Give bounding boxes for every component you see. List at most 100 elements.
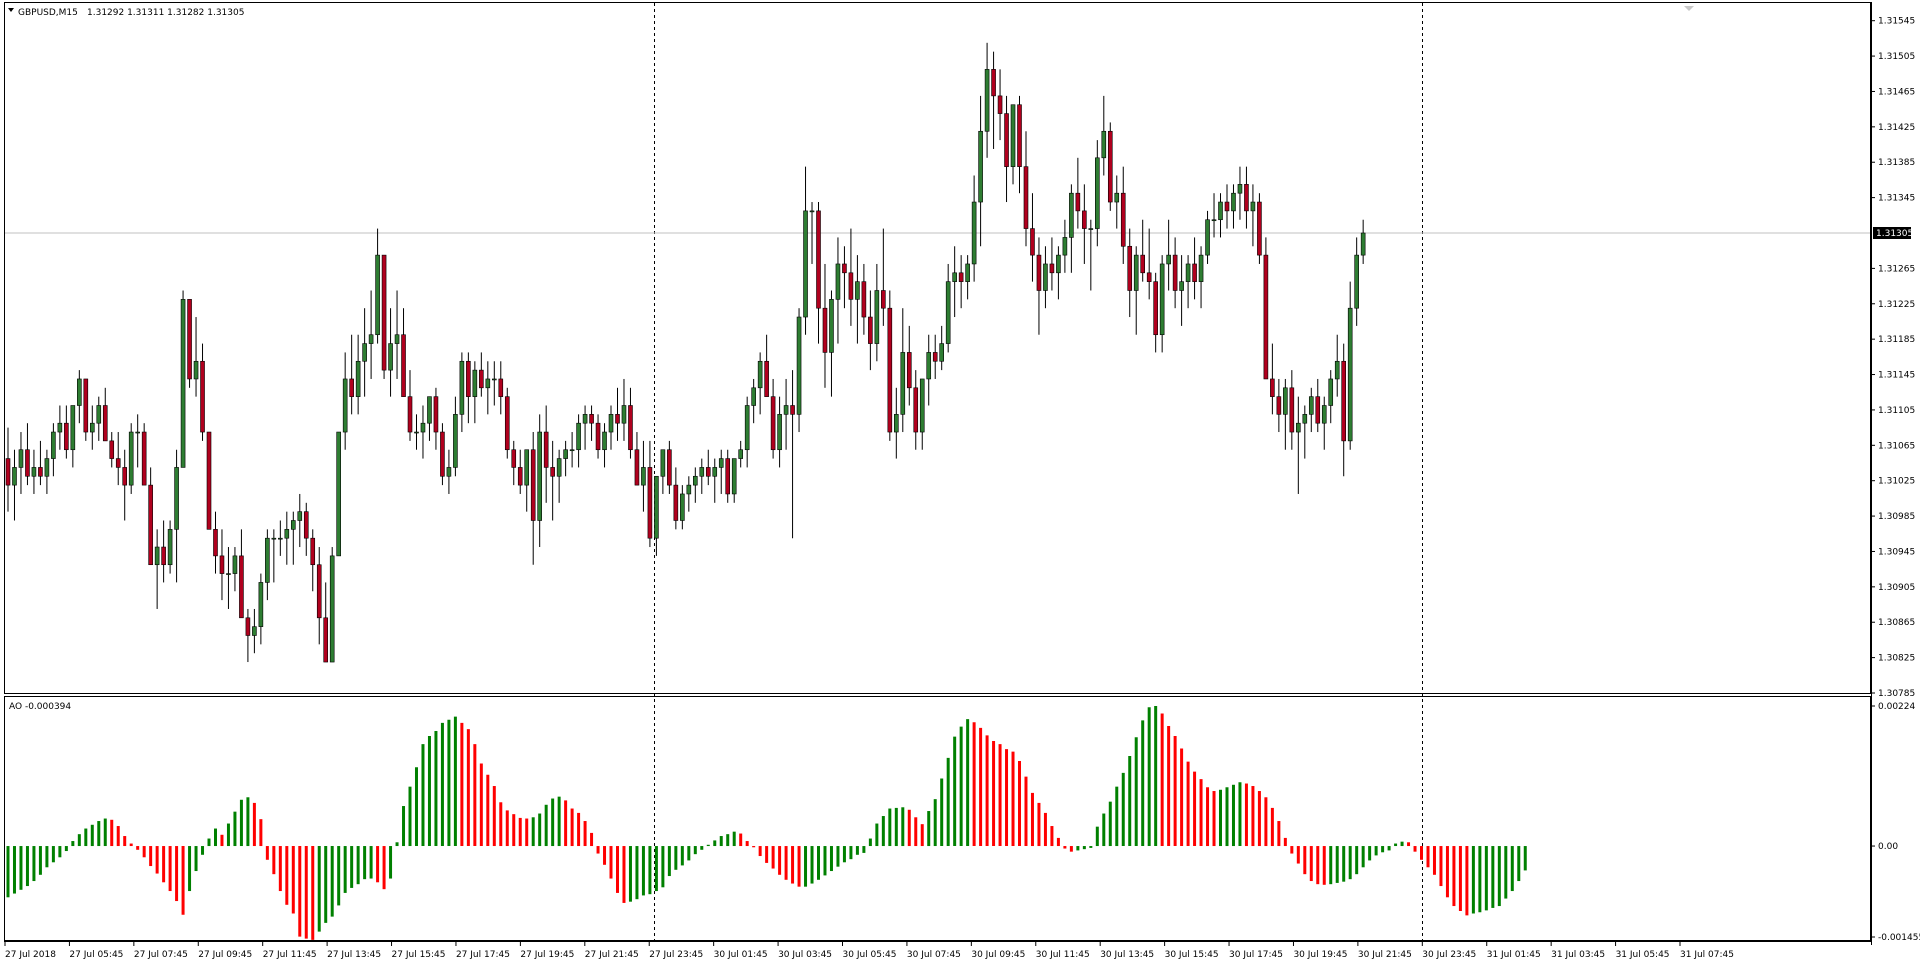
candle bbox=[1133, 246, 1139, 335]
candle bbox=[472, 361, 478, 424]
candle-body bbox=[1133, 254, 1139, 291]
candle-body bbox=[498, 378, 504, 397]
candle bbox=[407, 370, 413, 441]
candle-body bbox=[1218, 201, 1223, 221]
ohlc-values: 1.31292 1.31311 1.31282 1.31305 bbox=[87, 8, 244, 18]
time-axis-label: 27 Jul 17:45 bbox=[456, 950, 510, 960]
candle bbox=[978, 95, 983, 247]
candle-body bbox=[939, 343, 944, 362]
candle bbox=[1179, 255, 1184, 326]
candle-body bbox=[1289, 387, 1295, 433]
candle bbox=[718, 449, 724, 494]
candle-body bbox=[479, 369, 484, 389]
candle-body bbox=[511, 449, 517, 468]
candle-body bbox=[1250, 201, 1256, 212]
time-axis-label: 31 Jul 03:45 bbox=[1551, 950, 1605, 960]
candle-body bbox=[1237, 184, 1243, 194]
candle bbox=[180, 290, 186, 468]
candle-body bbox=[1056, 254, 1061, 274]
candle bbox=[96, 396, 102, 441]
candle-body bbox=[446, 467, 452, 477]
price-axis-label: 1.31385 bbox=[1878, 158, 1915, 168]
candle bbox=[1101, 95, 1107, 176]
candle-body bbox=[790, 405, 795, 415]
candle bbox=[1120, 166, 1126, 264]
candle bbox=[952, 246, 957, 318]
candle bbox=[1036, 237, 1042, 335]
candle-body bbox=[563, 449, 568, 459]
candle bbox=[381, 254, 387, 379]
candle-body bbox=[453, 414, 458, 468]
candle-body bbox=[530, 449, 536, 521]
time-axis-label: 27 Jul 05:45 bbox=[69, 950, 123, 960]
candle bbox=[375, 228, 380, 344]
candle bbox=[12, 449, 17, 521]
candle bbox=[641, 440, 646, 512]
candle-body bbox=[900, 352, 906, 415]
candle-body bbox=[1205, 219, 1210, 256]
candle bbox=[1341, 343, 1347, 477]
candle bbox=[550, 440, 555, 521]
symbol-label: GBPUSD,M15 bbox=[18, 8, 78, 18]
time-axis-label: 30 Jul 13:45 bbox=[1100, 950, 1154, 960]
candle bbox=[997, 69, 1003, 141]
candle-body bbox=[1030, 228, 1035, 256]
candle-body bbox=[1023, 166, 1029, 229]
time-axis-label: 31 Jul 07:45 bbox=[1680, 950, 1734, 960]
candle-body bbox=[712, 467, 718, 477]
candle-body bbox=[31, 467, 37, 477]
candle bbox=[38, 440, 43, 486]
price-axis-label: 1.31425 bbox=[1878, 123, 1915, 133]
candle-body bbox=[290, 520, 296, 530]
candle bbox=[569, 432, 575, 468]
candle bbox=[1017, 95, 1022, 194]
candle-body bbox=[70, 405, 76, 451]
current-price-tag-text: 1.31305 bbox=[1876, 229, 1913, 239]
candle bbox=[1153, 272, 1158, 353]
symbol-menu-chevron-icon[interactable] bbox=[8, 8, 14, 12]
candle-body bbox=[680, 493, 685, 521]
candle bbox=[1296, 396, 1301, 494]
candle-body bbox=[174, 467, 179, 530]
candle bbox=[615, 387, 620, 441]
candle bbox=[284, 511, 290, 565]
candle-body bbox=[1315, 396, 1321, 424]
time-axis-label: 27 Jul 2018 bbox=[5, 950, 56, 960]
candle bbox=[109, 432, 115, 468]
candle-body bbox=[1198, 254, 1204, 282]
price-axis-label: 1.31225 bbox=[1878, 300, 1915, 310]
time-axis-label: 30 Jul 23:45 bbox=[1422, 950, 1476, 960]
candle-body bbox=[693, 475, 698, 486]
candle bbox=[89, 405, 95, 450]
candle bbox=[1289, 370, 1295, 450]
candle bbox=[712, 458, 718, 503]
candle bbox=[731, 458, 737, 503]
time-axis-label: 30 Jul 09:45 bbox=[971, 950, 1025, 960]
candle bbox=[770, 378, 776, 459]
candle bbox=[1276, 378, 1282, 433]
candle bbox=[265, 529, 270, 601]
candle-body bbox=[258, 582, 264, 627]
candle bbox=[1185, 255, 1191, 309]
candle-body bbox=[25, 449, 30, 477]
candle-body bbox=[647, 467, 653, 539]
candle bbox=[485, 361, 491, 415]
candle bbox=[193, 317, 199, 397]
candle bbox=[1049, 237, 1055, 291]
candle-body bbox=[5, 458, 11, 486]
time-axis-labels: 27 Jul 2018 27 Jul 05:45 27 Jul 07:45 27 Ju… bbox=[4, 941, 1734, 960]
candle bbox=[1146, 228, 1152, 300]
candle-body bbox=[881, 290, 886, 309]
candle-body bbox=[407, 396, 413, 433]
candle-body bbox=[803, 210, 808, 318]
chart-shift-marker-icon[interactable] bbox=[1684, 6, 1694, 11]
candle bbox=[57, 405, 63, 450]
candle bbox=[1159, 255, 1165, 353]
candle bbox=[945, 263, 951, 353]
candle bbox=[855, 255, 860, 344]
candle-body bbox=[660, 449, 666, 477]
time-axis-label: 31 Jul 05:45 bbox=[1616, 950, 1670, 960]
candle bbox=[1231, 184, 1236, 229]
candle bbox=[18, 432, 24, 494]
candle-body bbox=[1043, 263, 1048, 291]
